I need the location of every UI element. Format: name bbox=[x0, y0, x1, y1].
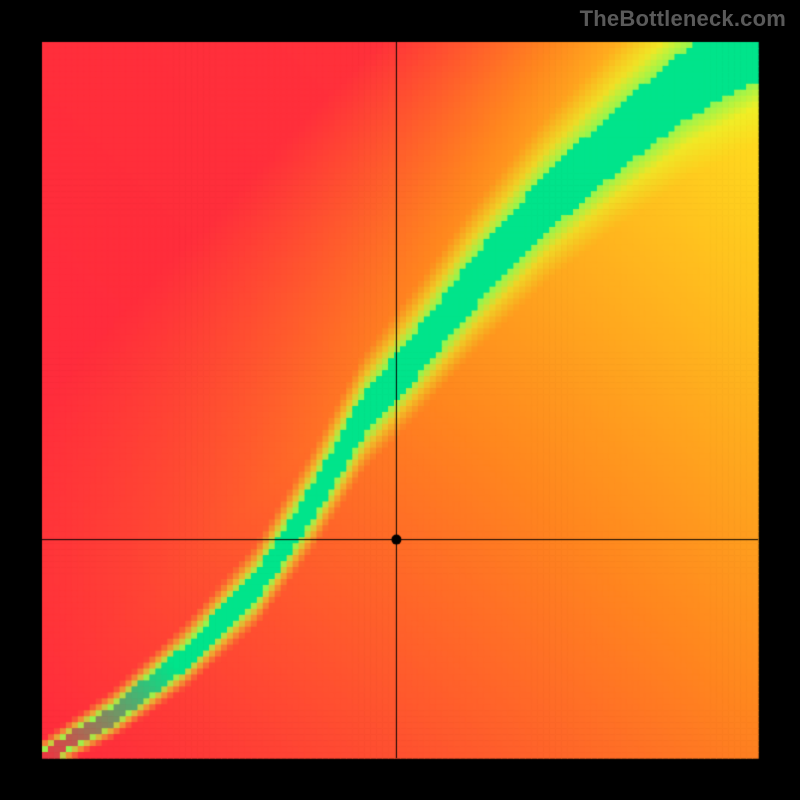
watermark-text: TheBottleneck.com bbox=[580, 6, 786, 32]
bottleneck-heatmap bbox=[0, 0, 800, 800]
